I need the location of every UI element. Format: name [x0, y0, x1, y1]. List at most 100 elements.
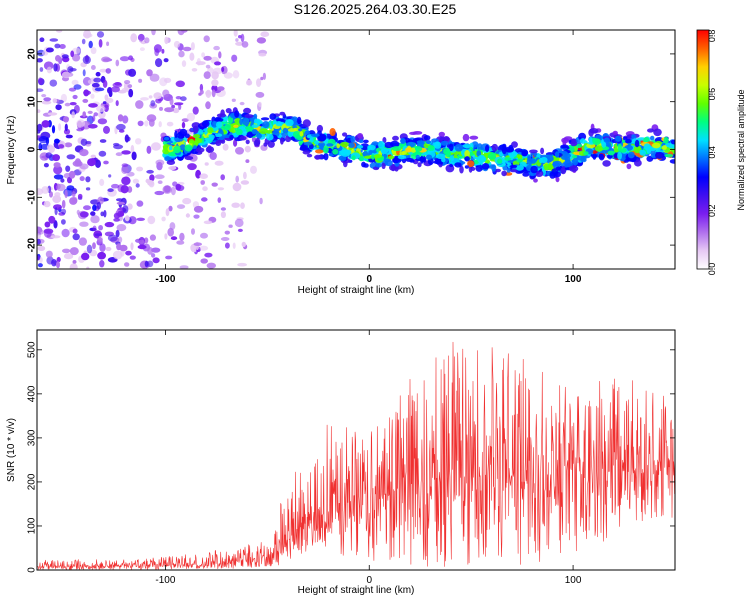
spectrogram-noise-blob	[260, 31, 270, 37]
spectrogram-signal-blob	[449, 155, 455, 162]
spectrogram-signal-blob	[340, 141, 350, 148]
spectrogram-signal-blob	[401, 158, 407, 164]
spectrogram-signal-blob	[568, 165, 579, 172]
spectrogram-signal-blob	[351, 155, 356, 161]
spectrogram-noise-blob	[258, 101, 262, 107]
spectrogram-noise-blob	[139, 47, 145, 51]
spectrogram-noise-blob	[65, 134, 73, 139]
spectrogram-noise-blob	[155, 58, 163, 68]
spectrogram-noise-blob	[90, 154, 97, 159]
spectrogram-noise-blob	[211, 71, 219, 80]
spectrogram-noise-blob	[100, 211, 104, 217]
spectrogram-signal-blob	[245, 139, 250, 145]
spectrogram-noise-blob	[220, 211, 226, 219]
spectrogram-noise-blob	[67, 176, 72, 184]
spectrogram-noise-blob	[121, 165, 129, 175]
spectrogram-signal-blob	[391, 146, 402, 152]
snr-series-line	[37, 341, 675, 570]
spectrogram-noise-blob	[181, 60, 187, 67]
spectrogram-signal-blob	[592, 153, 597, 160]
spectrogram-signal-blob	[491, 143, 499, 152]
spectrogram-noise-blob	[235, 41, 244, 46]
spectrogram-signal-blob	[400, 138, 406, 144]
spectrogram-signal-blob	[358, 139, 364, 144]
spectrogram-signal-blob	[468, 151, 474, 157]
spectrogram-noise-blob	[199, 173, 208, 179]
spectrogram-signal-blob	[251, 129, 258, 135]
spectrogram-signal-blob	[216, 113, 227, 118]
spectrogram-signal-blob	[368, 149, 373, 155]
spectrogram-noise-blob	[193, 214, 200, 219]
spectrogram-noise-blob	[72, 53, 81, 62]
spectrogram-noise-blob	[161, 216, 166, 222]
spectrogram-noise-blob	[83, 30, 92, 39]
spectrogram-signal-blob	[548, 162, 553, 171]
spectrogram-signal-blob	[251, 124, 259, 129]
spectrogram-noise-blob	[94, 87, 105, 92]
spectrogram-noise-blob	[193, 242, 202, 246]
spectrogram-noise-blob	[76, 119, 86, 128]
spectrogram-noise-blob	[168, 205, 173, 212]
spectrogram-signal-blob	[225, 108, 232, 114]
spectrogram-noise-blob	[79, 176, 85, 182]
spectrogram-noise-blob	[92, 242, 96, 250]
spectrogram-noise-blob	[99, 68, 108, 73]
spectrogram-noise-blob	[76, 128, 84, 132]
spectrogram-signal-blob	[506, 168, 511, 173]
spectrogram-noise-blob	[37, 245, 46, 251]
spectrogram-noise-blob	[38, 142, 43, 151]
spectrogram-noise-blob	[146, 69, 153, 77]
spectrogram-noise-blob	[108, 174, 112, 178]
spectrogram-noise-blob	[72, 94, 78, 100]
spectrogram-signal-blob	[570, 141, 578, 147]
spectrogram-signal-blob	[543, 163, 550, 171]
spectrogram-noise-blob	[73, 84, 82, 90]
spectrogram-noise-blob	[70, 50, 75, 58]
spectrogram-noise-blob	[170, 236, 178, 241]
spectrogram-noise-blob	[60, 93, 67, 103]
spectrogram-noise-blob	[49, 191, 53, 198]
spectrogram-signal-blob	[491, 164, 497, 172]
spectrogram-noise-blob	[82, 69, 86, 77]
spectrogram-noise-blob	[112, 82, 123, 88]
spectrogram-y-tick-label: -10	[27, 190, 38, 205]
spectrogram-signal-blob	[173, 145, 181, 154]
snr-xlabel: Height of straight line (km)	[298, 585, 415, 596]
spectrogram-signal-blob	[192, 125, 199, 134]
spectrogram-noise-blob	[224, 230, 230, 235]
spectrogram-noise-blob	[189, 52, 195, 61]
spectrogram-signal-blob	[358, 155, 364, 162]
spectrogram-signal-blob	[433, 141, 442, 149]
spectrogram-noise-blob	[92, 115, 96, 122]
spectrogram-signal-blob	[356, 144, 364, 149]
spectrogram-noise-blob	[61, 228, 70, 238]
spectrogram-noise-blob	[41, 100, 52, 105]
spectrogram-noise-blob	[72, 260, 77, 264]
spectrogram-noise-blob	[195, 61, 206, 66]
spectrogram-noise-blob	[128, 88, 134, 98]
spectrogram-signal-blob	[415, 154, 420, 159]
snr-y-tick-label: 0	[27, 567, 38, 573]
spectrogram-noise-blob	[129, 255, 136, 260]
spectrogram-signal-blob	[192, 134, 201, 139]
spectrogram-noise-blob	[37, 88, 44, 92]
spectrogram-noise-blob	[45, 152, 53, 159]
spectrogram-signal-blob	[617, 143, 622, 152]
spectrogram-noise-blob	[104, 221, 115, 228]
spectrogram-signal-blob	[177, 134, 185, 139]
spectrogram-signal-blob	[310, 137, 314, 143]
spectrogram-signal-blob	[306, 153, 313, 158]
spectrogram-noise-blob	[95, 159, 101, 168]
spectrogram-signal-blob	[279, 111, 286, 116]
spectrogram-signal-blob	[315, 149, 324, 154]
spectrogram-signal-blob	[440, 140, 449, 146]
spectrogram-noise-blob	[181, 121, 186, 129]
spectrogram-signal-blob	[653, 128, 662, 137]
spectrogram-noise-blob	[37, 58, 43, 63]
spectrogram-noise-blob	[204, 252, 213, 258]
spectrogram-signal-blob	[464, 165, 469, 169]
spectrogram-signal-blob	[464, 150, 470, 158]
spectrogram-noise-blob	[71, 191, 76, 198]
colorbar: 0.0 0.2 0.4 0.6 0.8 Normalized spectral ampl…	[696, 30, 746, 275]
